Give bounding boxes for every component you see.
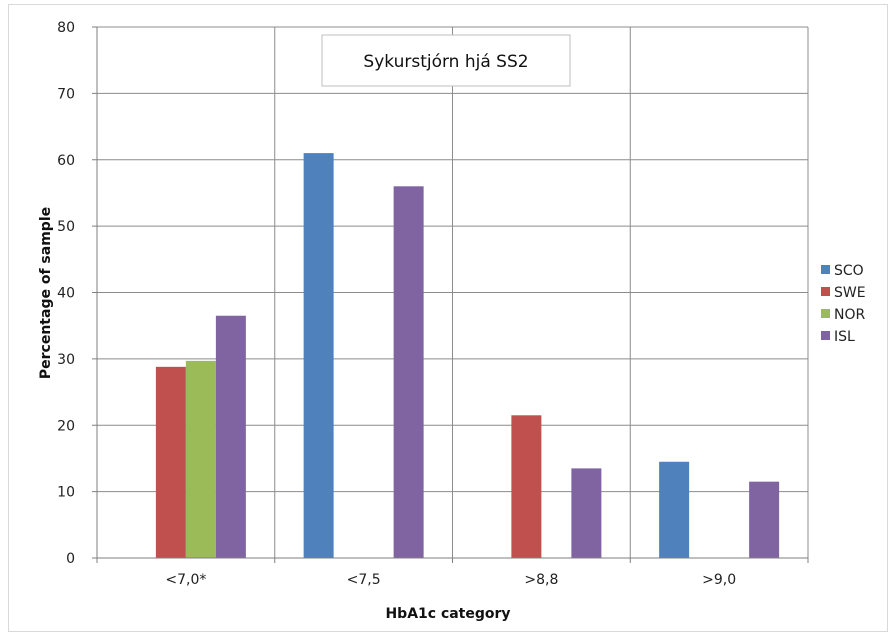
legend: SCO SWE NOR ISL <box>821 263 866 345</box>
legend-swatch-swe <box>821 287 830 296</box>
bar-sco-1 <box>304 153 334 558</box>
legend-swatch-nor <box>821 309 830 318</box>
y-axis-title: Percentage of sample <box>38 207 54 379</box>
bar-isl-1 <box>394 186 424 558</box>
bars <box>156 153 779 558</box>
y-tick-labels: 0 10 20 30 40 50 60 70 80 <box>57 20 75 567</box>
y-tick-label: 80 <box>57 20 75 36</box>
legend-label-swe: SWE <box>834 285 866 301</box>
legend-swatch-sco <box>821 265 830 274</box>
bar-nor-0 <box>186 361 216 558</box>
bar-swe-0 <box>156 367 186 558</box>
x-tick-labels: <7,0* <7,5 >8,8 >9,0 <box>165 572 736 588</box>
bar-isl-0 <box>216 316 246 558</box>
x-tick-label: <7,0* <box>165 572 206 588</box>
y-tick-label: 70 <box>57 86 75 102</box>
legend-label-nor: NOR <box>834 307 865 323</box>
y-tick-label: 50 <box>57 219 75 235</box>
y-tick-label: 30 <box>57 352 75 368</box>
y-tick-label: 20 <box>57 418 75 434</box>
y-tick-label: 0 <box>66 551 75 567</box>
x-axis-title: HbA1c category <box>385 606 510 622</box>
title-box: Sykurstjórn hjá SS2 <box>322 35 570 86</box>
y-tick-label: 40 <box>57 286 75 302</box>
legend-swatch-isl <box>821 331 830 340</box>
bar-isl-3 <box>749 482 779 558</box>
y-tick-label: 60 <box>57 153 75 169</box>
chart-title: Sykurstjórn hjá SS2 <box>363 52 528 72</box>
y-tick-label: 10 <box>57 485 75 501</box>
bar-swe-2 <box>511 415 541 558</box>
x-tick-label: >9,0 <box>702 572 736 588</box>
x-tick-label: >8,8 <box>524 572 558 588</box>
bar-sco-3 <box>659 462 689 558</box>
x-tick-label: <7,5 <box>347 572 381 588</box>
legend-label-isl: ISL <box>834 329 855 345</box>
bar-isl-2 <box>571 468 601 558</box>
legend-label-sco: SCO <box>834 263 864 279</box>
